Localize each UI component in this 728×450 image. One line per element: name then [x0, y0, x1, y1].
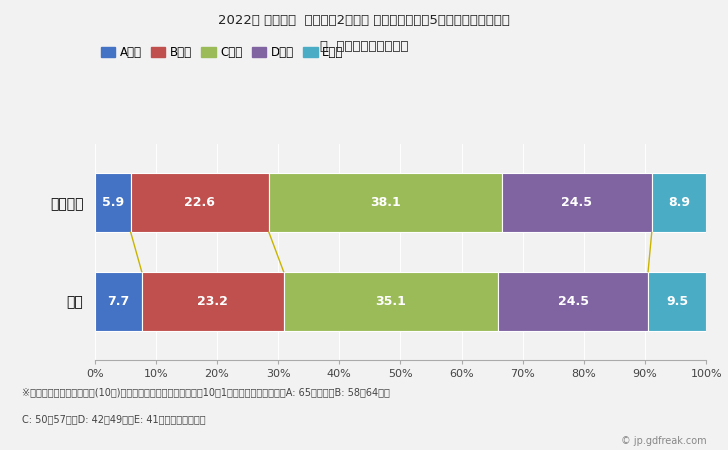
Bar — [142, 272, 284, 331]
Bar — [95, 272, 142, 331]
Text: ～  全国平均との比較～: ～ 全国平均との比較～ — [320, 40, 408, 54]
Text: 22.6: 22.6 — [184, 196, 215, 209]
Text: 24.5: 24.5 — [558, 295, 589, 308]
Bar — [95, 173, 131, 232]
Text: 38.1: 38.1 — [370, 196, 401, 209]
Legend: A段階, B段階, C段階, D段階, E段階: A段階, B段階, C段階, D段階, E段階 — [100, 46, 344, 59]
Text: 2022年 鹿児島県  男子中学2年生の 体力運動能力の5段階評価による分布: 2022年 鹿児島県 男子中学2年生の 体力運動能力の5段階評価による分布 — [218, 14, 510, 27]
Bar — [652, 173, 706, 232]
Bar — [269, 173, 502, 232]
Bar — [284, 272, 498, 331]
Text: 7.7: 7.7 — [107, 295, 130, 308]
Text: 23.2: 23.2 — [197, 295, 228, 308]
Bar — [498, 272, 648, 331]
Text: 8.9: 8.9 — [668, 196, 690, 209]
Text: © jp.gdfreak.com: © jp.gdfreak.com — [620, 436, 706, 446]
Text: 5.9: 5.9 — [102, 196, 124, 209]
Bar — [131, 173, 269, 232]
Text: 35.1: 35.1 — [376, 295, 406, 308]
Text: ※体力・運動能力総合評価(10歳)は新体力テストの項目別得点（10～1点）の合計によって、A: 65点以上、B: 58～64点、: ※体力・運動能力総合評価(10歳)は新体力テストの項目別得点（10～1点）の合計… — [22, 387, 389, 397]
Bar — [648, 272, 706, 331]
Text: 24.5: 24.5 — [561, 196, 593, 209]
Text: 9.5: 9.5 — [666, 295, 688, 308]
Bar — [502, 173, 652, 232]
Text: C: 50～57点、D: 42～49点、E: 41点以下としている: C: 50～57点、D: 42～49点、E: 41点以下としている — [22, 414, 205, 424]
